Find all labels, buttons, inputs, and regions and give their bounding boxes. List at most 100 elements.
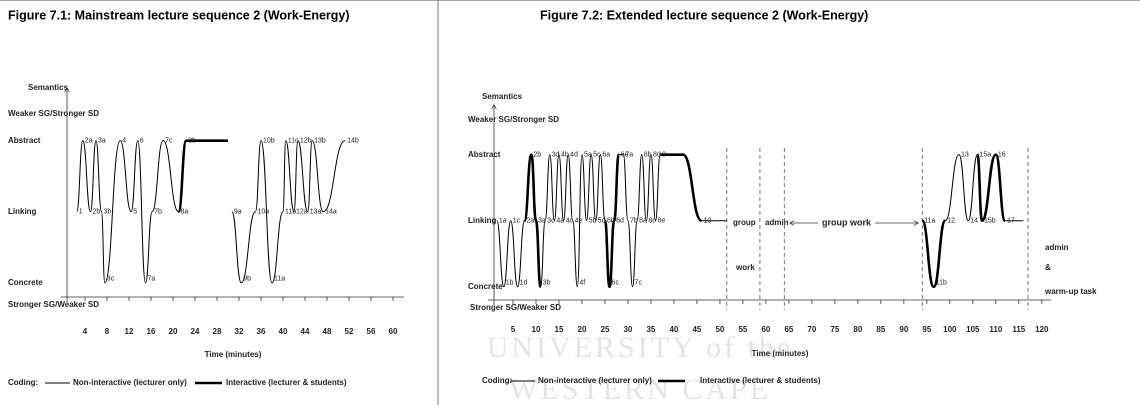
- point-label: 7a: [148, 276, 156, 283]
- chart-title: Figure 7.1: Mainstream lecture sequence …: [8, 8, 350, 22]
- point-label: 11b: [285, 209, 296, 216]
- point-label: 14a: [325, 209, 337, 216]
- point-label: 14: [970, 218, 978, 225]
- y-axis-top-label: Weaker SG/Stronger SD: [468, 115, 559, 124]
- annotation: work: [735, 263, 755, 272]
- point-label: 10: [704, 218, 712, 225]
- wave-line: [76, 140, 346, 284]
- legend-label: Interactive (lecturer & students): [700, 376, 821, 385]
- point-label: 3d: [552, 151, 560, 158]
- wave-line: [177, 139, 228, 214]
- x-tick-label: 90: [899, 325, 908, 334]
- x-tick-label: 105: [966, 325, 980, 334]
- point-label: 4a: [556, 218, 564, 225]
- point-label: 6: [140, 137, 144, 144]
- y-axis-title: Semantics: [28, 83, 69, 92]
- point-label: 4d: [570, 151, 578, 158]
- point-label: 8e: [658, 218, 666, 225]
- point-label: 3c: [547, 218, 555, 225]
- point-label: 1b: [506, 280, 514, 287]
- point-label: 3a: [538, 218, 546, 225]
- x-tick-label: 20: [578, 325, 587, 334]
- point-label: 11c: [288, 137, 299, 144]
- annotation: group: [733, 218, 756, 227]
- x-tick-label: 24: [191, 327, 200, 336]
- x-tick-label: 95: [922, 325, 931, 334]
- point-label: 12: [947, 218, 955, 225]
- x-tick-label: 120: [1035, 325, 1049, 334]
- point-label: 4c: [566, 218, 574, 225]
- point-label: 3b: [104, 209, 112, 216]
- legend-title: Coding:: [482, 376, 512, 385]
- point-label: 2b: [533, 151, 541, 158]
- x-tick-label: 8: [105, 327, 110, 336]
- x-tick-label: 16: [147, 327, 156, 336]
- x-tick-label: 36: [257, 327, 266, 336]
- point-label: 11a: [924, 218, 935, 225]
- x-tick-label: 85: [876, 325, 885, 334]
- x-tick-label: 44: [301, 327, 310, 336]
- point-label: 13: [961, 151, 969, 158]
- y-tick-label: Abstract: [8, 136, 41, 145]
- annotation: group work: [822, 217, 872, 227]
- point-label: 7b: [154, 209, 162, 216]
- legend-label: Non-interactive (lecturer only): [538, 376, 652, 385]
- point-label: 8c: [648, 218, 656, 225]
- x-tick-label: 25: [601, 325, 610, 334]
- point-label: 2a: [526, 218, 534, 225]
- x-tick-label: 50: [715, 325, 724, 334]
- point-label: 13b: [314, 137, 326, 144]
- x-tick-label: 55: [738, 325, 747, 334]
- point-label: 4e: [575, 218, 583, 225]
- x-tick-label: 115: [1012, 325, 1025, 334]
- point-label: 14b: [347, 137, 359, 144]
- x-tick-label: 35: [646, 325, 655, 334]
- x-tick-label: 5: [511, 325, 516, 334]
- point-label: 2a: [85, 137, 93, 144]
- point-label: 7b: [630, 218, 638, 225]
- point-label: 8b: [644, 151, 652, 158]
- watermark: UNIVERSITY of the: [487, 331, 794, 364]
- point-label: 13a: [310, 209, 322, 216]
- x-tick-label: 60: [389, 327, 398, 336]
- point-label: 3a: [98, 137, 106, 144]
- wave-line: [523, 153, 1007, 289]
- x-tick-label: 70: [807, 325, 816, 334]
- annotation: admin: [765, 218, 789, 227]
- point-label: 2b: [93, 209, 101, 216]
- point-label: 4f: [579, 280, 585, 287]
- point-label: 6e: [621, 151, 629, 158]
- point-label: 8b: [188, 137, 196, 144]
- x-tick-label: 75: [830, 325, 839, 334]
- point-label: 12b: [300, 137, 312, 144]
- x-tick-label: 40: [279, 327, 288, 336]
- y-axis-top-label: Weaker SG/Stronger SD: [8, 109, 99, 118]
- y-tick-label: Linking: [468, 216, 497, 225]
- point-label: 5a: [584, 151, 592, 158]
- point-label: 15b: [984, 218, 996, 225]
- point-label: 10b: [263, 137, 275, 144]
- point-label: 3c: [107, 276, 115, 283]
- annotation: &: [1045, 263, 1051, 272]
- x-tick-label: 110: [989, 325, 1002, 334]
- legend-label: Interactive (lecturer & students): [226, 378, 347, 387]
- x-tick-label: 20: [169, 327, 178, 336]
- x-tick-label: 10: [532, 325, 541, 334]
- point-label: 1: [79, 209, 83, 216]
- point-label: 9a: [234, 209, 242, 216]
- point-label: 7c: [635, 280, 643, 287]
- point-label: 8a: [639, 218, 647, 225]
- point-label: 6a: [602, 151, 610, 158]
- point-label: 6d: [616, 218, 624, 225]
- point-label: 5: [133, 209, 137, 216]
- x-tick-label: 80: [853, 325, 862, 334]
- x-tick-label: 4: [83, 327, 88, 336]
- y-tick-label: Abstract: [468, 150, 501, 159]
- chart-title: Figure 7.2: Extended lecture sequence 2 …: [540, 8, 868, 22]
- point-label: 9b: [243, 276, 251, 283]
- x-axis-title: Time (minutes): [752, 349, 809, 358]
- y-axis-bottom-label: Stronger SG/Weaker SD: [470, 303, 561, 312]
- x-tick-label: 15: [555, 325, 564, 334]
